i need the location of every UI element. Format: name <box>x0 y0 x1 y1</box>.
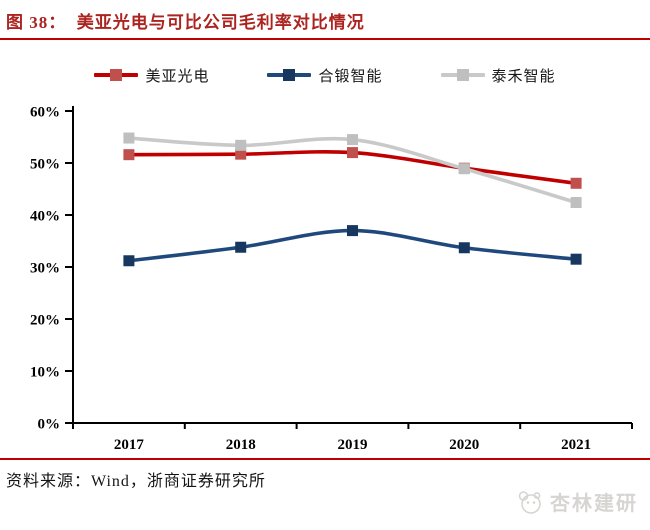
watermark: 杏林建研 <box>516 487 638 516</box>
legend-label: 泰禾智能 <box>491 68 556 85</box>
figure-number: 图 38： <box>6 13 67 32</box>
chart-legend: 美亚光电 合锻智能 泰禾智能 <box>0 63 650 87</box>
line-chart: 0% 10% 20% 30% 40% 50% 60% 2017 2018 2019 2020 2021 <box>30 105 633 453</box>
series-marker <box>458 163 470 175</box>
series-marker <box>347 134 358 146</box>
panda-logo-icon <box>518 490 541 514</box>
series-marker <box>347 225 358 237</box>
legend-swatch-gray <box>440 69 485 81</box>
legend-item-meiya: 美亚光电 <box>94 65 209 86</box>
source-divider <box>0 458 650 460</box>
legend-item-heduan: 合锻智能 <box>267 65 382 86</box>
series-marker <box>570 197 582 209</box>
series-marker <box>123 132 135 144</box>
y-tick-label: 20% <box>30 313 60 329</box>
x-tick-label: 2017 <box>114 437 145 453</box>
figure-title: 图 38： 美亚光电与可比公司毛利率对比情况 <box>6 8 646 33</box>
source-note: 资料来源：Wind，浙商证券研究所 <box>6 473 266 490</box>
watermark-text: 杏林建研 <box>550 493 638 515</box>
series-marker <box>235 148 247 160</box>
x-tick-label: 2020 <box>449 437 479 453</box>
series-marker <box>570 253 582 265</box>
series-marker <box>123 255 135 267</box>
x-tick-label: 2019 <box>338 437 368 453</box>
y-tick-label: 60% <box>30 105 60 121</box>
y-tick-label: 50% <box>30 157 60 173</box>
legend-label: 美亚光电 <box>145 68 210 85</box>
y-tick-label: 10% <box>30 365 60 381</box>
y-tick-label: 40% <box>30 209 60 225</box>
series-marker <box>347 147 358 159</box>
legend-marker-icon <box>283 69 296 81</box>
series-marker <box>570 177 582 189</box>
series-marker <box>458 242 470 254</box>
legend-marker-icon <box>456 69 469 81</box>
y-tick-label: 0% <box>38 417 61 433</box>
x-tick-label: 2021 <box>561 437 591 453</box>
x-tick-label: 2018 <box>226 437 256 453</box>
series-marker <box>235 241 247 253</box>
series-marker <box>235 139 247 151</box>
legend-item-taihe: 泰禾智能 <box>440 65 556 86</box>
legend-label: 合锻智能 <box>318 68 383 85</box>
title-spacer <box>66 13 77 32</box>
title-divider <box>0 38 650 40</box>
figure-title-text: 美亚光电与可比公司毛利率对比情况 <box>76 13 365 32</box>
series-marker <box>123 149 135 161</box>
legend-swatch-red <box>94 69 139 81</box>
legend-swatch-blue <box>267 69 312 81</box>
legend-marker-icon <box>110 69 123 81</box>
y-tick-label: 30% <box>30 261 60 277</box>
